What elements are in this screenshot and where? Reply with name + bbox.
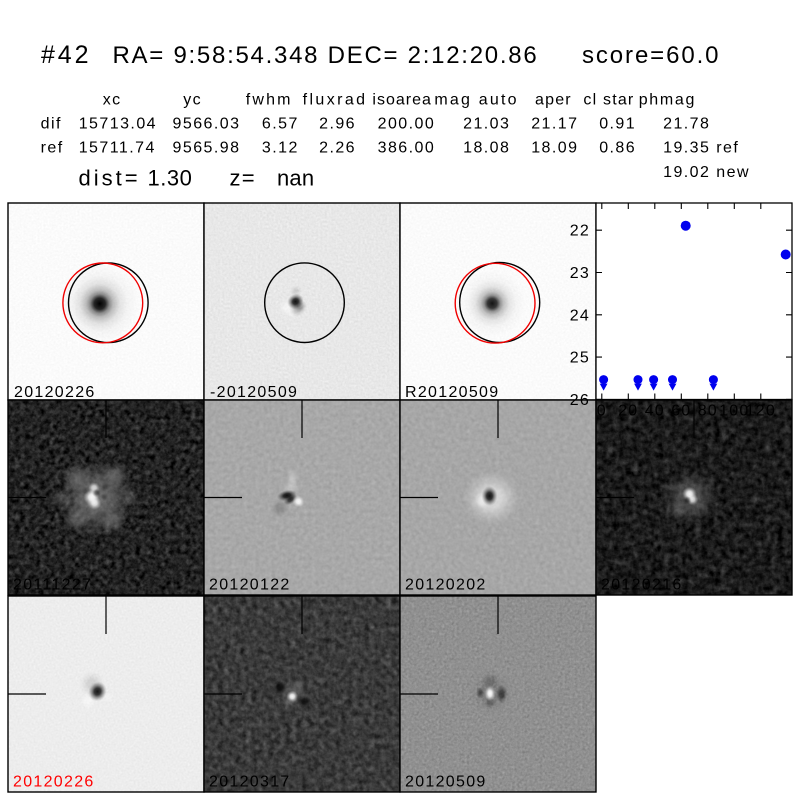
svg-text:0.86: 0.86 (599, 140, 636, 157)
svg-text:21.78: 21.78 (663, 116, 710, 133)
svg-text:15713.04: 15713.04 (79, 116, 157, 133)
svg-text:19.02 new: 19.02 new (663, 164, 750, 181)
svg-text:15711.74: 15711.74 (79, 140, 156, 157)
svg-text:9566.03: 9566.03 (173, 116, 241, 133)
svg-text:score=60.0: score=60.0 (582, 42, 720, 69)
svg-text:20120216: 20120216 (601, 577, 683, 594)
svg-text:RA= 9:58:54.348 DEC= 2:12:20.8: RA= 9:58:54.348 DEC= 2:12:20.86 (113, 42, 539, 69)
svg-text:z=: z= (230, 166, 256, 191)
svg-text:fwhm: fwhm (246, 92, 293, 109)
svg-text:18.08: 18.08 (463, 140, 510, 157)
svg-text:20120202: 20120202 (405, 577, 487, 594)
svg-text:19.35 ref: 19.35 ref (663, 140, 739, 157)
svg-text:200.00: 200.00 (378, 116, 436, 133)
svg-text:40: 40 (645, 403, 665, 420)
svg-text:6.57: 6.57 (262, 116, 299, 133)
svg-text:100: 100 (719, 403, 749, 420)
svg-text:20111227: 20111227 (13, 577, 92, 594)
svg-text:R20120509: R20120509 (405, 384, 499, 401)
svg-text:phmag: phmag (639, 92, 696, 109)
svg-text:386.00: 386.00 (378, 140, 436, 157)
svg-text:80: 80 (698, 403, 718, 420)
svg-text:1.30: 1.30 (148, 166, 193, 191)
svg-text:24: 24 (570, 307, 590, 324)
svg-text:9565.98: 9565.98 (173, 140, 241, 157)
svg-text:20120226: 20120226 (13, 774, 95, 791)
svg-text:23: 23 (570, 265, 590, 282)
svg-text:20120226: 20120226 (14, 384, 96, 401)
svg-text:25: 25 (570, 350, 590, 367)
svg-text:21.03: 21.03 (463, 116, 510, 133)
svg-text:mag auto: mag auto (434, 92, 518, 109)
svg-text:dif: dif (41, 116, 62, 133)
svg-text:18.09: 18.09 (531, 140, 578, 157)
svg-text:#42: #42 (41, 41, 91, 69)
svg-text:3.12: 3.12 (262, 140, 299, 157)
svg-text:-20120509: -20120509 (210, 384, 298, 401)
svg-text:xc: xc (103, 92, 122, 109)
svg-text:fluxrad: fluxrad (303, 92, 368, 109)
svg-text:isoarea: isoarea (372, 92, 431, 109)
svg-text:120: 120 (746, 403, 776, 420)
svg-text:20120122: 20120122 (209, 577, 291, 594)
svg-text:cl star: cl star (583, 92, 634, 109)
svg-text:0: 0 (597, 403, 607, 420)
svg-text:60: 60 (671, 403, 691, 420)
svg-text:21.17: 21.17 (531, 116, 578, 133)
svg-text:yc: yc (183, 92, 202, 109)
svg-text:ref: ref (41, 140, 64, 157)
svg-text:nan: nan (277, 166, 314, 191)
svg-text:2.96: 2.96 (319, 116, 356, 133)
svg-text:dist=: dist= (79, 166, 141, 191)
svg-text:22: 22 (570, 223, 590, 240)
svg-text:0.91: 0.91 (599, 116, 636, 133)
svg-text:20120509: 20120509 (405, 774, 487, 791)
svg-text:20: 20 (618, 403, 638, 420)
svg-text:26: 26 (570, 392, 590, 409)
svg-text:2.26: 2.26 (319, 140, 356, 157)
svg-text:aper: aper (535, 92, 572, 109)
svg-text:20120317: 20120317 (209, 774, 291, 791)
